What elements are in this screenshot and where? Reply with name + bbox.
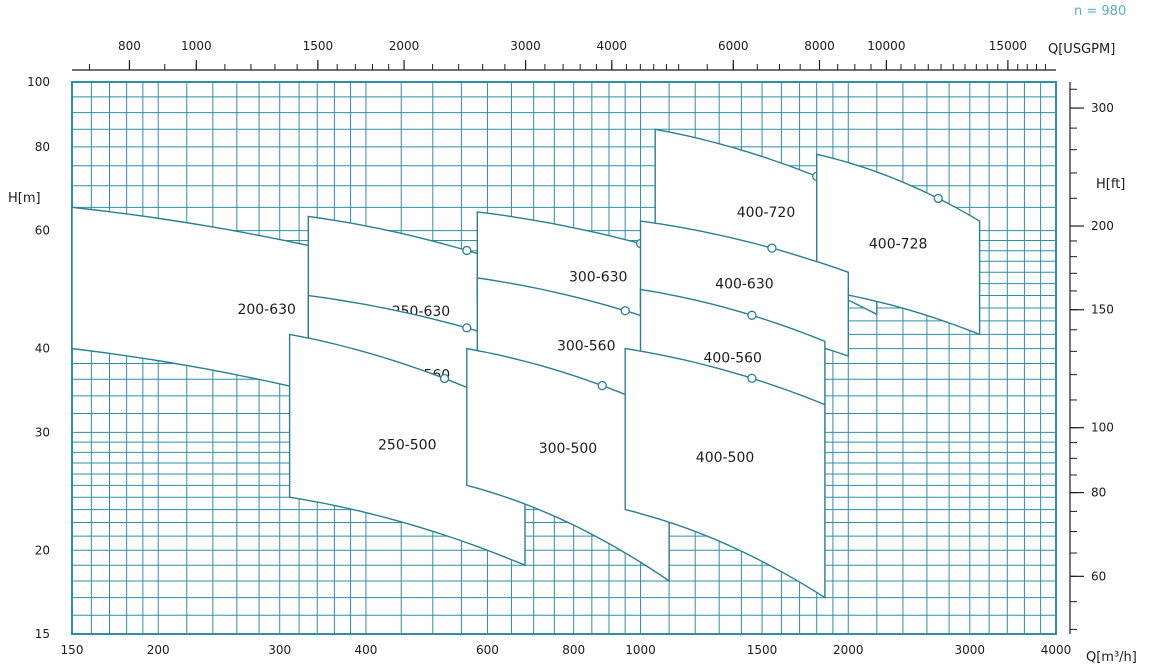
right-tick-label: 200 (1091, 219, 1114, 233)
bep-marker (462, 245, 472, 256)
region-label: 400-720 (737, 205, 796, 221)
axes (72, 60, 1084, 634)
pump-region-400-630: 400-630 (639, 220, 849, 357)
region-outline (466, 347, 670, 583)
right-tick-label: 80 (1091, 486, 1106, 500)
x-tick-label: 200 (147, 643, 170, 657)
x-tick-label: 2000 (833, 643, 864, 657)
y-tick-label: 30 (35, 425, 50, 439)
region-label: 300-560 (557, 339, 616, 355)
region-label: 300-500 (539, 441, 598, 457)
right-tick-label: 60 (1091, 569, 1106, 583)
plot-border (71, 81, 1057, 635)
x-tick-label: 600 (476, 643, 499, 657)
y-tick-label: 60 (35, 224, 50, 238)
right-tick-label: 300 (1091, 101, 1114, 115)
region-label: 400-630 (715, 277, 774, 293)
region-label: 250-500 (378, 437, 437, 453)
y-tick-label: 20 (35, 543, 50, 557)
region-outline (624, 347, 826, 599)
y-axis-title: H[m] (8, 191, 41, 206)
right-tick-label: 100 (1091, 421, 1114, 435)
x-tick-label: 4000 (1041, 643, 1072, 657)
bep-marker (597, 380, 607, 391)
top-tick-label: 2000 (389, 39, 420, 53)
region-label: 200-630 (237, 302, 296, 318)
pump-region-300-500: 300-500 (466, 347, 670, 583)
bep-marker (462, 323, 472, 333)
pump-regions: 200-630250-630250-560250-500300-630300-5… (71, 128, 981, 599)
region-label: 400-728 (869, 237, 928, 253)
top-tick-label: 1500 (303, 39, 334, 53)
top-tick-label: 10000 (867, 39, 905, 53)
region-label: 300-630 (569, 269, 628, 285)
top-tick-label: 3000 (510, 39, 541, 53)
y-tick-label: 100 (27, 75, 50, 89)
y-tick-label: 15 (35, 627, 50, 641)
x-tick-label: 3000 (955, 643, 986, 657)
bep-marker (767, 243, 777, 253)
top-tick-label: 4000 (597, 39, 628, 53)
top-axis-title: Q[USGPM] (1048, 42, 1115, 57)
right-axis-title: H[ft] (1096, 177, 1125, 192)
x-tick-label: 150 (61, 643, 84, 657)
top-tick-label: 15000 (989, 39, 1027, 53)
speed-note: n = 980 (1074, 4, 1127, 19)
y-tick-label: 40 (35, 342, 50, 356)
bep-marker (747, 373, 757, 383)
bep-marker (933, 193, 943, 204)
bep-marker (620, 306, 630, 316)
x-tick-label: 800 (562, 643, 585, 657)
x-axis-title: Q[m³/h] (1086, 650, 1137, 665)
region-label: 400-560 (703, 350, 762, 366)
bep-marker (747, 310, 757, 320)
top-tick-label: 8000 (804, 39, 835, 53)
region-label: 400-500 (696, 450, 755, 466)
top-tick-label: 1000 (181, 39, 212, 53)
x-tick-label: 400 (354, 643, 377, 657)
pump-region-400-500: 400-500 (624, 347, 826, 599)
x-tick-label: 1500 (747, 643, 778, 657)
x-tick-label: 1000 (625, 643, 656, 657)
x-tick-label: 300 (268, 643, 291, 657)
y-tick-label: 80 (35, 140, 50, 154)
bep-marker (439, 373, 450, 384)
right-tick-label: 150 (1091, 303, 1114, 317)
top-tick-label: 800 (118, 39, 141, 53)
top-tick-label: 6000 (718, 39, 749, 53)
tick-labels: 150 200 300 400 600 800 1000 1500 2000 3000 4000 15… (27, 39, 1114, 657)
pump-region-400-728: 400-728 (816, 153, 981, 336)
